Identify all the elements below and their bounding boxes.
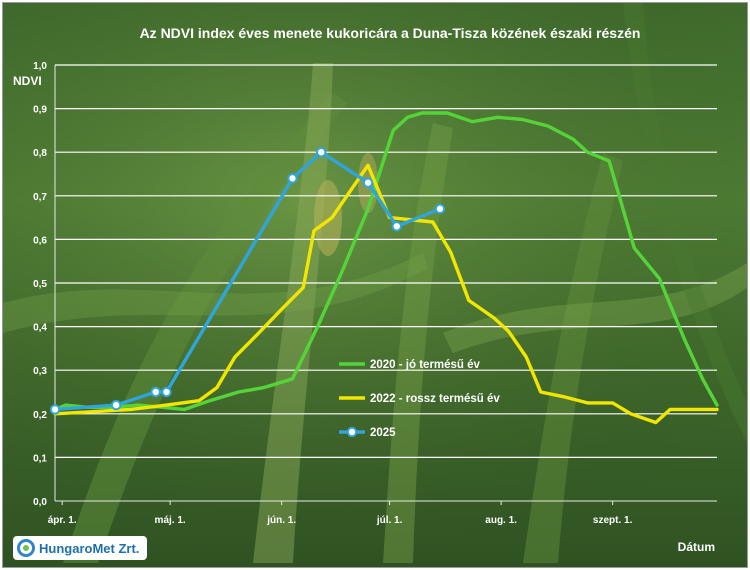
legend-label: 2022 - rossz termésű év	[370, 393, 500, 405]
series-point	[287, 173, 298, 184]
series-point	[49, 404, 61, 415]
y-tick-label: 0,3	[33, 366, 47, 377]
y-tick-label: 0,9	[33, 105, 47, 116]
grid-lines	[55, 64, 717, 458]
legend-marker	[346, 426, 358, 438]
x-tick-label: jún. 1.	[266, 515, 296, 526]
series-point	[110, 399, 122, 411]
y-tick-label: 0,2	[33, 410, 47, 421]
y-tick-label: 1,0	[33, 61, 47, 72]
y-tick-label: 0,1	[33, 453, 47, 464]
legend: 2020 - jó termésű év 2022 - rossz termésű…	[339, 359, 500, 439]
series-point	[316, 147, 327, 158]
y-tick-label: 0,5	[33, 279, 47, 290]
y-tick-label: 0,0	[33, 497, 47, 508]
y-tick-label: 0,6	[33, 235, 47, 246]
hungaromet-logo: HungaroMet Zrt.	[13, 536, 147, 560]
series-point	[150, 386, 161, 398]
series-point	[391, 221, 402, 232]
axes: 0,0 0,1 0,2 0,3 0,4 0,5 0,6 0,7 0,8 0,9 1,0 ápr. 1.…	[33, 61, 717, 526]
x-tick-label: júl. 1.	[376, 515, 403, 526]
x-tick-label: máj. 1.	[155, 515, 186, 526]
y-tick-label: 0,4	[33, 323, 47, 334]
x-tick-label: szept. 1.	[593, 515, 633, 526]
x-tick-label: aug. 1.	[485, 515, 517, 526]
series-point	[362, 177, 374, 188]
legend-label: 2025	[370, 427, 396, 439]
series-lines	[49, 111, 719, 425]
y-axis-label: NDVI	[13, 74, 42, 88]
chart-title: Az NDVI index éves menete kukoricára a D…	[140, 25, 641, 41]
logo-text: HungaroMet Zrt.	[39, 540, 140, 556]
y-tick-label: 0,8	[33, 148, 47, 159]
series-point	[434, 203, 446, 215]
background-corn-leaves	[3, 3, 747, 567]
hungaromet-logo-icon	[17, 539, 35, 557]
chart-svg: 0,0 0,1 0,2 0,3 0,4 0,5 0,6 0,7 0,8 0,9 1,0 ápr. 1.…	[3, 3, 747, 567]
legend-label: 2020 - jó termésű év	[370, 359, 481, 371]
x-axis-label: Dátum	[678, 540, 715, 554]
y-tick-label: 0,7	[33, 192, 47, 203]
series-point	[161, 386, 172, 398]
x-tick-label: ápr. 1.	[48, 515, 77, 526]
